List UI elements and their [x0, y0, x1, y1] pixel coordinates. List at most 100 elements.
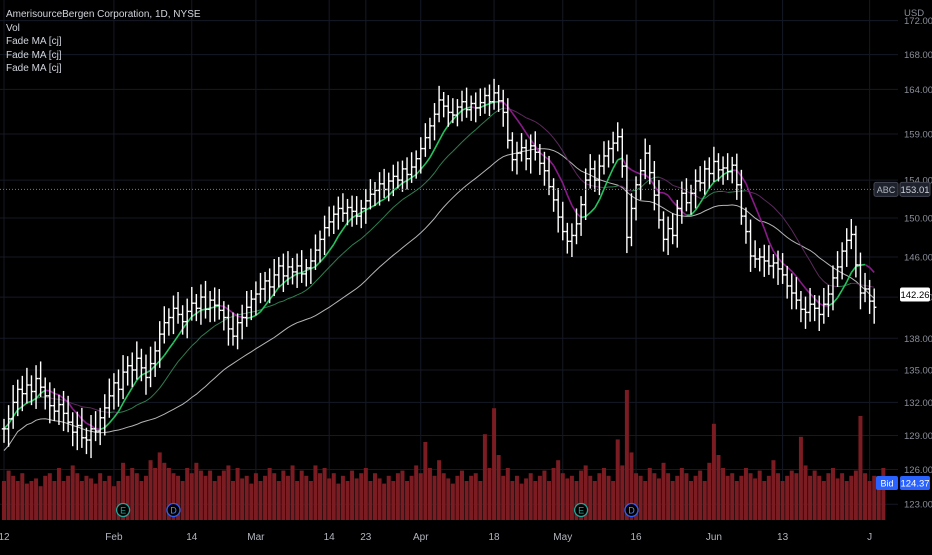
volume-bar [465, 481, 469, 520]
volume-bar [836, 478, 840, 520]
volume-bar [515, 476, 519, 520]
volume-bar [313, 465, 317, 520]
volume-bar [735, 481, 739, 520]
volume-bar [721, 468, 725, 520]
volume-bar [469, 476, 473, 520]
last-price-tag-text: 142.26 [900, 290, 929, 301]
volume-bar [794, 473, 798, 520]
volume-bar [396, 473, 400, 520]
volume-bar [753, 478, 757, 520]
volume-bar [730, 473, 734, 520]
chart-legend: AmerisourceBergen Corporation, 1D, NYSE … [6, 8, 201, 76]
legend-ma-1[interactable]: Fade MA [cj] [6, 35, 201, 49]
y-tick-label: 135.00 [904, 365, 932, 376]
volume-bar [781, 481, 785, 520]
volume-bar [478, 481, 482, 520]
volume-bar [373, 473, 377, 520]
volume-bar [107, 476, 111, 520]
volume-bar [547, 481, 551, 520]
volume-bar [497, 455, 501, 520]
volume-bar [556, 460, 560, 520]
volume-bar [181, 481, 185, 520]
volume-bar [849, 476, 853, 520]
ma-mid-segment [82, 407, 87, 408]
volume-bar [529, 473, 533, 520]
volume-bar [295, 481, 299, 520]
volume-bar [300, 471, 304, 520]
volume-bar [758, 471, 762, 520]
volume-bar [245, 476, 249, 520]
volume-bar [602, 468, 606, 520]
legend-ma-3[interactable]: Fade MA [cj] [6, 62, 201, 76]
x-tick-label: Feb [105, 532, 123, 543]
y-tick-label: 138.00 [904, 334, 932, 345]
volume-bar [776, 473, 780, 520]
volume-bar [854, 471, 858, 520]
volume-bar [739, 476, 743, 520]
volume-bar [254, 473, 258, 520]
volume-bar [48, 473, 52, 520]
bid-price-tag-text: 124.37 [900, 479, 929, 490]
volume-bar [382, 484, 386, 520]
volume-bar [712, 424, 716, 520]
volume-bar [588, 476, 592, 520]
volume-bar [112, 486, 116, 520]
volume-bar [226, 465, 230, 520]
volume-bar [822, 481, 826, 520]
volume-bar [437, 460, 441, 520]
volume-bar [790, 471, 794, 520]
volume-bar [858, 416, 862, 520]
volume-bar [405, 481, 409, 520]
volume-bar [162, 463, 166, 520]
volume-bar [492, 408, 496, 520]
volume-bar [34, 478, 38, 520]
legend-symbol[interactable]: AmerisourceBergen Corporation, 1D, NYSE [6, 8, 201, 22]
volume-bar [675, 476, 679, 520]
volume-bar [442, 473, 446, 520]
volume-bar [327, 478, 331, 520]
volume-bar [57, 468, 61, 520]
volume-bar [391, 481, 395, 520]
volume-bar [304, 476, 308, 520]
y-tick-label: 164.00 [904, 85, 932, 96]
volume-bar [336, 484, 340, 520]
volume-bar [144, 476, 148, 520]
volume-bar [597, 473, 601, 520]
volume-bar [135, 473, 139, 520]
volume-bar [190, 473, 194, 520]
legend-ma-2[interactable]: Fade MA [cj] [6, 49, 201, 63]
volume-bar [236, 468, 240, 520]
volume-bar [414, 465, 418, 520]
volume-bar [368, 481, 372, 520]
volume-bar [726, 476, 730, 520]
volume-bar [199, 471, 203, 520]
volume-bar [671, 481, 675, 520]
volume-bar [80, 481, 84, 520]
volume-bar [744, 468, 748, 520]
volume-bar [153, 468, 157, 520]
volume-bar [785, 476, 789, 520]
event-marker-label: E [120, 506, 126, 516]
volume-bar [400, 471, 404, 520]
volume-bar [194, 463, 198, 520]
volume-bar [524, 478, 528, 520]
volume-bar [428, 468, 432, 520]
volume-bar [272, 473, 276, 520]
volume-bar [767, 476, 771, 520]
volume-bar [863, 473, 867, 520]
volume-bar [616, 439, 620, 520]
y-tick-label: 129.00 [904, 431, 932, 442]
volume-bar [66, 476, 70, 520]
volume-bar [286, 476, 290, 520]
volume-bar [804, 465, 808, 520]
volume-bar [542, 471, 546, 520]
volume-bar [139, 481, 143, 520]
volume-bar [487, 468, 491, 520]
volume-bar [89, 478, 93, 520]
volume-bar [657, 478, 661, 520]
volume-bar [323, 468, 327, 520]
legend-vol[interactable]: Vol [6, 22, 201, 36]
volume-bar [94, 484, 98, 520]
